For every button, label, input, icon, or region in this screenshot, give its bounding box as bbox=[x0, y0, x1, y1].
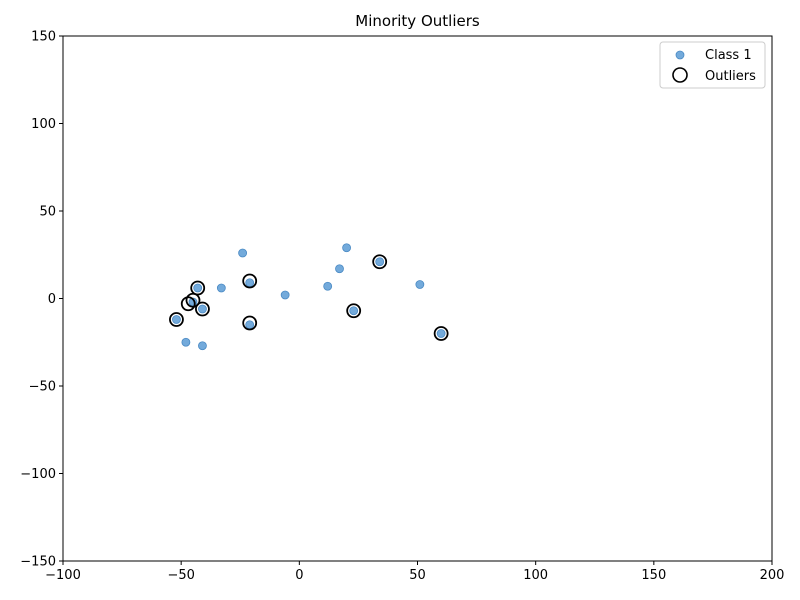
y-tick-label: −150 bbox=[20, 555, 56, 570]
outlier-point bbox=[169, 312, 184, 327]
outlier-point bbox=[242, 315, 258, 331]
x-axis: −100 −50 0 50 100 150 200 bbox=[45, 561, 784, 583]
x-tick-label: 100 bbox=[523, 568, 548, 583]
class-1-point bbox=[245, 320, 255, 330]
y-tick-label: −50 bbox=[29, 380, 56, 395]
class-1-point bbox=[198, 341, 207, 351]
legend-class-1-label: Class 1 bbox=[705, 48, 752, 63]
legend-outliers-marker bbox=[672, 67, 688, 83]
class-1-point bbox=[193, 283, 203, 293]
outlier-point bbox=[195, 301, 210, 317]
x-tick-label: 50 bbox=[409, 568, 426, 583]
x-tick-label: 150 bbox=[641, 568, 666, 583]
class-1-point bbox=[349, 306, 359, 316]
class-1-series bbox=[172, 243, 446, 351]
outlier-point bbox=[190, 280, 206, 296]
class-1-point bbox=[342, 243, 352, 253]
class-1-point bbox=[198, 304, 207, 314]
class-1-point bbox=[216, 283, 226, 293]
class-1-point bbox=[245, 278, 255, 288]
x-tick-label: 0 bbox=[295, 568, 303, 583]
y-tick-label: 150 bbox=[31, 30, 56, 45]
outliers-series bbox=[169, 254, 449, 341]
x-tick-label: 200 bbox=[760, 568, 785, 583]
legend: Class 1 Outliers bbox=[659, 41, 766, 89]
class-1-point bbox=[335, 264, 344, 274]
y-axis: −150 −100 −50 0 50 100 150 bbox=[20, 30, 63, 570]
class-1-point bbox=[238, 248, 248, 258]
legend-class-1-marker bbox=[675, 50, 685, 60]
class-1-point bbox=[375, 257, 385, 267]
plot-frame bbox=[62, 35, 773, 562]
outlier-point bbox=[372, 254, 388, 270]
y-tick-label: −100 bbox=[20, 467, 56, 482]
plot-area bbox=[63, 36, 772, 561]
outlier-point bbox=[180, 296, 196, 312]
class-1-point bbox=[436, 329, 446, 338]
class-1-point bbox=[323, 281, 333, 291]
y-tick-label: 0 bbox=[48, 292, 56, 307]
y-tick-label: 100 bbox=[31, 117, 56, 132]
class-1-point bbox=[172, 315, 181, 324]
class-1-point bbox=[181, 337, 191, 347]
chart-title: Minority Outliers bbox=[355, 12, 480, 30]
y-tick-label: 50 bbox=[39, 205, 56, 220]
class-1-point bbox=[280, 290, 290, 300]
outlier-point bbox=[346, 303, 362, 319]
legend-outliers-label: Outliers bbox=[705, 69, 756, 84]
class-1-point bbox=[415, 280, 425, 289]
x-tick-label: −50 bbox=[167, 568, 194, 583]
outlier-point bbox=[433, 326, 449, 341]
outlier-point bbox=[242, 273, 258, 289]
outlier-point bbox=[185, 292, 201, 308]
x-tick-label: −100 bbox=[45, 568, 81, 583]
